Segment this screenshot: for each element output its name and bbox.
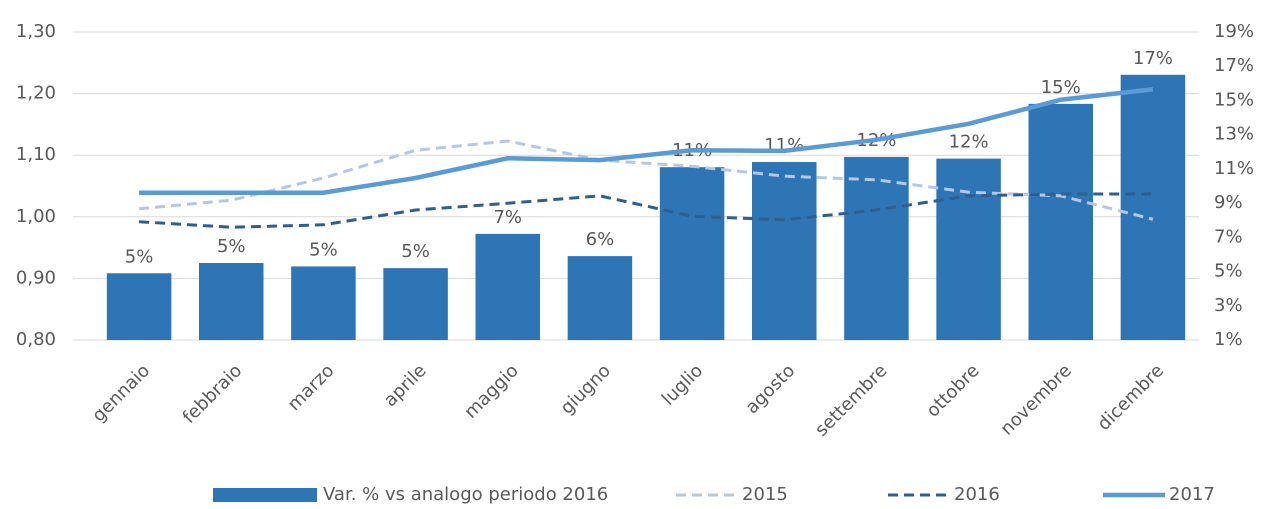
y-tick-label: 1,20 [16, 83, 56, 104]
y2-tick-label: 17% [1214, 55, 1254, 76]
x-tick-label: dicembre [1093, 360, 1168, 435]
y2-tick-label: 3% [1214, 295, 1243, 316]
bar [844, 156, 909, 340]
y2-tick-label: 19% [1214, 21, 1254, 42]
data-label: 15% [1041, 77, 1081, 98]
x-tick-label: aprile [380, 360, 431, 411]
x-tick-label: maggio [460, 360, 523, 423]
y-tick-label: 0,90 [16, 267, 56, 288]
y2-tick-label: 1% [1214, 329, 1243, 350]
y2-tick-label: 13% [1214, 124, 1254, 145]
legend-label: 2016 [954, 484, 1000, 505]
y-tick-label: 1,00 [16, 206, 56, 227]
bar [1028, 103, 1094, 340]
x-tick-label: settembre [811, 360, 891, 440]
data-label: 5% [125, 246, 154, 267]
x-tick-label: gennaio [88, 360, 154, 426]
line [138, 192, 1153, 229]
line [139, 87, 1154, 196]
y-tick-label: 1,30 [16, 21, 56, 42]
x-tick-label: novembre [996, 360, 1075, 439]
data-label: 7% [493, 207, 522, 228]
x-tick-label: febbraio [179, 360, 247, 428]
data-label: 17% [1133, 48, 1173, 69]
data-label: 5% [217, 236, 246, 257]
bar [383, 268, 448, 340]
legend-label: 2015 [742, 484, 788, 505]
x-tick-label: ottobre [922, 360, 983, 421]
data-label: 12% [949, 132, 989, 153]
y2-tick-label: 15% [1214, 89, 1254, 110]
data-label: 5% [401, 241, 430, 262]
x-tick-label: agosto [741, 360, 799, 418]
bar [1120, 74, 1186, 341]
y2-tick-label: 7% [1214, 226, 1243, 247]
bar [751, 162, 817, 340]
x-tick-label: giugno [557, 360, 615, 418]
legend-label: 2017 [1169, 484, 1215, 505]
data-label: 6% [586, 229, 615, 250]
y2-tick-label: 5% [1214, 261, 1243, 282]
y2-tick-label: 11% [1214, 158, 1254, 179]
y-tick-label: 0,80 [16, 329, 56, 350]
line [138, 139, 1154, 221]
y2-tick-label: 9% [1214, 192, 1243, 213]
bar [659, 167, 725, 340]
data-label: 5% [309, 239, 338, 260]
legend-label: Var. % vs analogo periodo 2016 [323, 484, 608, 505]
bar [106, 273, 172, 340]
x-tick-label: marzo [284, 360, 339, 415]
bar [198, 263, 264, 340]
bar [291, 266, 356, 340]
legend-swatch [213, 488, 317, 502]
bar [475, 233, 541, 340]
x-tick-label: luglio [658, 360, 707, 409]
y-tick-label: 1,10 [16, 144, 56, 165]
bar [567, 256, 633, 340]
bar [936, 158, 1001, 340]
